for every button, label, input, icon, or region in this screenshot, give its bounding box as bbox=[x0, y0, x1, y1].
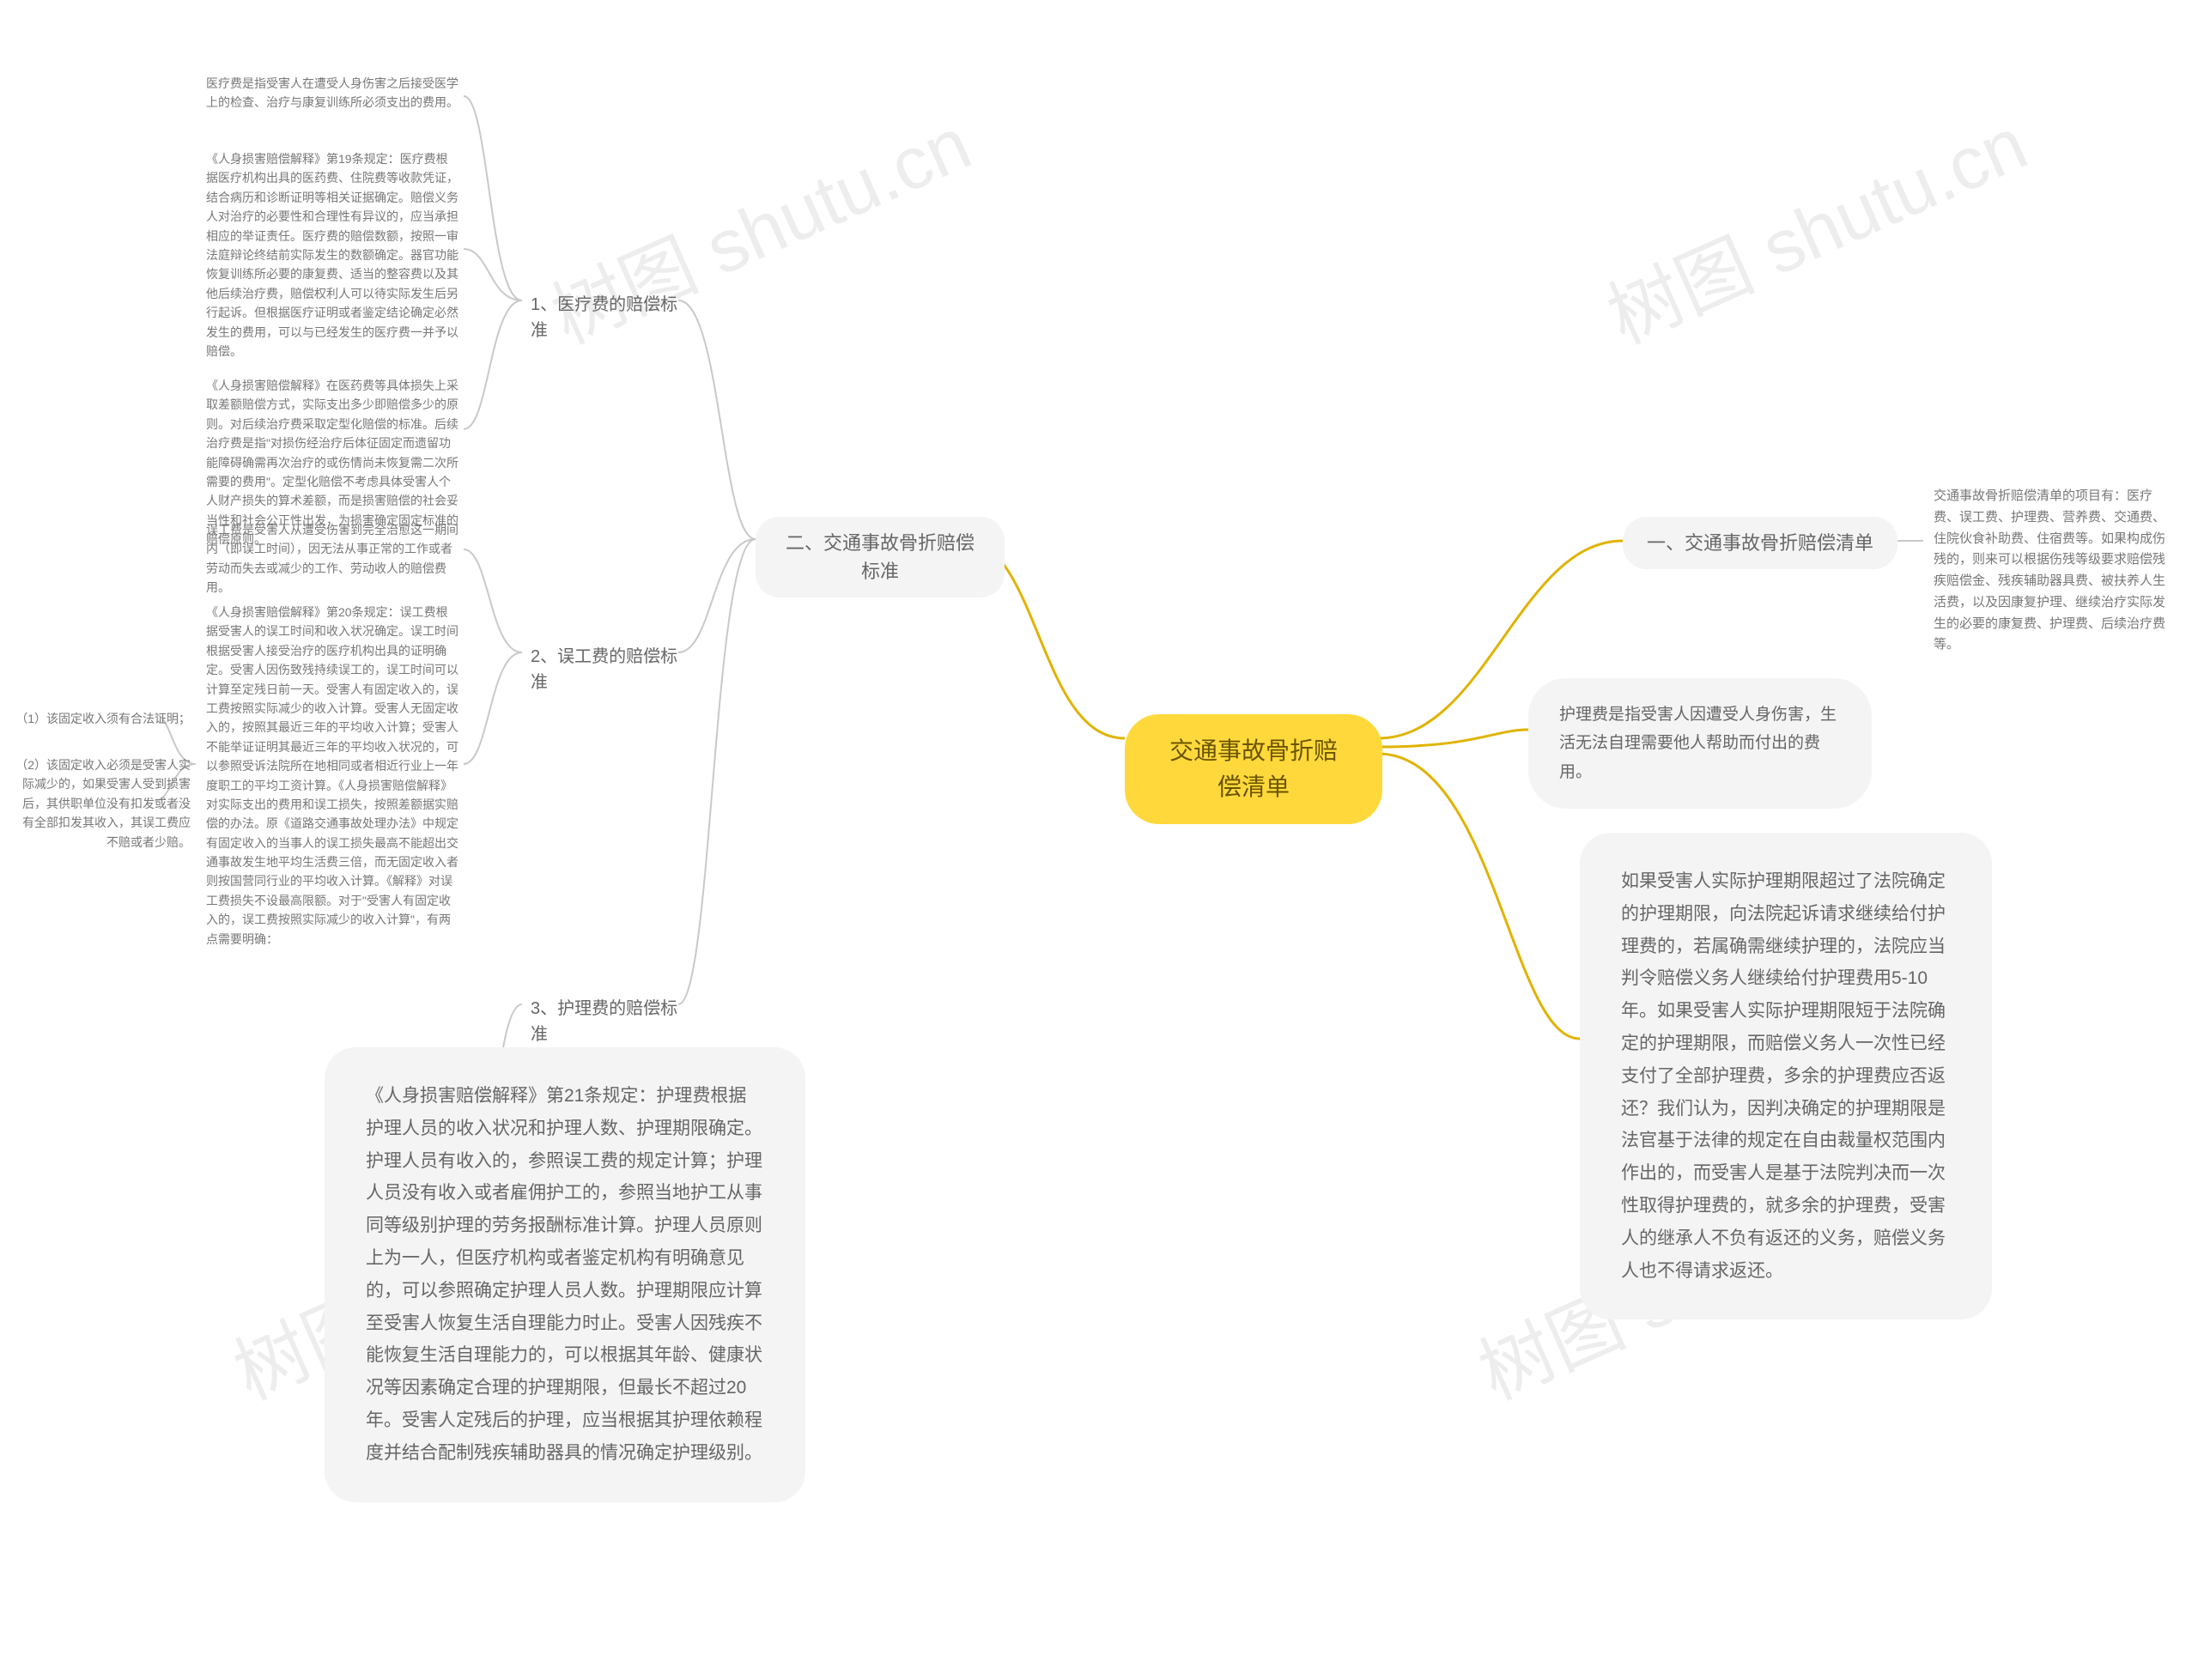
watermark: 树图 shutu.cn bbox=[1588, 84, 2041, 364]
leaf-s1-l2: 《人身损害赔偿解释》第19条规定：医疗费根据医疗机构出具的医药费、住院费等收款凭… bbox=[199, 144, 465, 366]
sub-left-s3: 3、护理费的赔偿标准 bbox=[525, 992, 697, 1051]
note-s2-n2: （2）该固定收入必须是受害人实际减少的，如果受害人受到损害后，其供职单位没有扣发… bbox=[9, 750, 197, 857]
sub-left-s2: 2、误工费的赔偿标准 bbox=[525, 640, 697, 699]
branch-right-1: 一、交通事故骨折赔偿清单 bbox=[1623, 517, 1897, 569]
branch-left-main: 二、交通事故骨折赔偿标准 bbox=[756, 517, 1005, 597]
leaf-right-1: 交通事故骨折赔偿清单的项目有：医疗费、误工费、护理费、营养费、交通费、住院伙食补… bbox=[1927, 481, 2184, 661]
bubble-right-2: 护理费是指受害人因遭受人身伤害，生活无法自理需要他人帮助而付出的费用。 bbox=[1528, 678, 1872, 809]
leaf-s2-l2: 《人身损害赔偿解释》第20条规定：误工费根据受害人的误工时间和收入状况确定。误工… bbox=[199, 597, 465, 954]
bubble-right-3: 如果受害人实际护理期限超过了法院确定的护理期限，向法院起诉请求继续给付护理费的，… bbox=[1580, 833, 1992, 1319]
mindmap-canvas: 树图 shutu.cn 树图 shutu.cn 树图 shutu.cn 树图 s… bbox=[0, 0, 2198, 1680]
leaf-s2-l1: 误工费是受害人从遭受伤害到完全治愈这一期间内（即误工时间），因无法从事正常的工作… bbox=[199, 515, 465, 603]
leaf-s1-l1: 医疗费是指受害人在遭受人身伤害之后接受医学上的检查、治疗与康复训练所必须支出的费… bbox=[199, 69, 465, 118]
bubble-s3: 《人身损害赔偿解释》第21条规定：护理费根据护理人员的收入状况和护理人数、护理期… bbox=[325, 1047, 805, 1502]
center-node: 交通事故骨折赔偿清单 bbox=[1125, 714, 1382, 824]
note-s2-n1: （1）该固定收入须有合法证明； bbox=[9, 704, 197, 733]
sub-left-s1: 1、医疗费的赔偿标准 bbox=[525, 288, 697, 347]
